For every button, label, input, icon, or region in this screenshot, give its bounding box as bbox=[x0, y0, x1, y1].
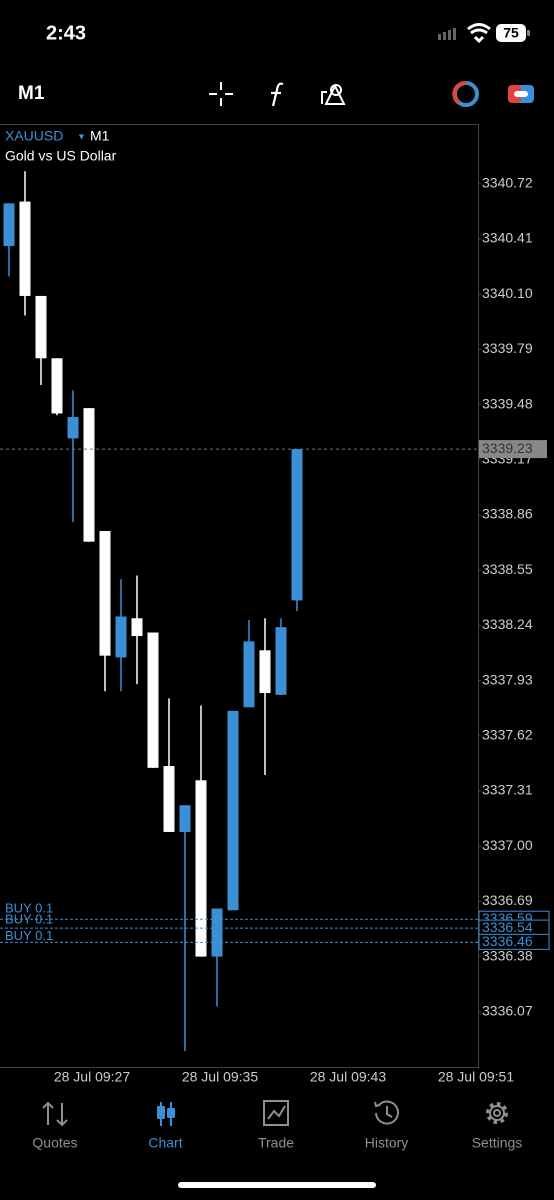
candle-body bbox=[243, 641, 255, 708]
crosshair-button[interactable] bbox=[209, 82, 233, 106]
tab[interactable]: Chart bbox=[148, 1102, 183, 1151]
candle-body bbox=[35, 295, 47, 359]
bid-label: 3339.23 bbox=[482, 440, 533, 456]
tab-icon bbox=[263, 1100, 289, 1126]
tab-icon bbox=[486, 1102, 508, 1124]
status-time: 2:43 bbox=[46, 22, 86, 44]
chart-frame bbox=[0, 124, 479, 1068]
y-tick-label: 3337.62 bbox=[482, 726, 533, 742]
tab[interactable]: History bbox=[365, 1100, 409, 1151]
tab-label: Quotes bbox=[32, 1135, 77, 1151]
y-tick-label: 3339.79 bbox=[482, 340, 533, 356]
order-price: 3336.54 bbox=[482, 919, 533, 935]
order-label: BUY 0.1 bbox=[5, 912, 53, 927]
trade-panel-button[interactable] bbox=[452, 81, 479, 107]
tab-label: Settings bbox=[472, 1135, 523, 1151]
candle-body bbox=[227, 710, 239, 911]
candle-body bbox=[3, 203, 15, 247]
tab-icon bbox=[493, 1109, 501, 1117]
y-tick-label: 3336.07 bbox=[482, 1003, 533, 1019]
tab-icon bbox=[374, 1100, 399, 1125]
y-tick-label: 3340.10 bbox=[482, 285, 533, 301]
candle-body bbox=[211, 908, 223, 957]
candle-body bbox=[83, 408, 95, 542]
candle-body bbox=[179, 805, 191, 832]
tab-bar: Quotes Chart Trade History Settings bbox=[32, 1100, 523, 1151]
bid-label-box bbox=[479, 440, 547, 459]
candle-body bbox=[67, 417, 79, 439]
tab[interactable]: Settings bbox=[472, 1102, 523, 1151]
one-click-button[interactable] bbox=[508, 85, 534, 103]
tab-label: History bbox=[365, 1135, 409, 1151]
candle-body bbox=[275, 627, 287, 695]
tab-icon bbox=[167, 1108, 175, 1118]
home-indicator bbox=[178, 1182, 376, 1188]
x-tick-label: 28 Jul 09:35 bbox=[182, 1069, 258, 1085]
y-tick-label: 3338.55 bbox=[482, 561, 533, 577]
order-price-box bbox=[478, 933, 550, 950]
tab-icon bbox=[42, 1101, 68, 1127]
y-tick-label: 3337.00 bbox=[482, 837, 533, 853]
objects-button[interactable] bbox=[321, 83, 346, 105]
x-tick-label: 28 Jul 09:43 bbox=[310, 1069, 386, 1085]
x-tick-label: 28 Jul 09:51 bbox=[438, 1069, 514, 1085]
y-tick-label: 3337.31 bbox=[482, 782, 533, 798]
candle-body bbox=[131, 618, 143, 637]
order-price: 3336.46 bbox=[482, 933, 533, 949]
y-tick-label: 3339.48 bbox=[482, 395, 533, 411]
y-tick-label: 3340.41 bbox=[482, 230, 533, 246]
candle-body bbox=[291, 449, 303, 601]
tab-label: Trade bbox=[258, 1135, 294, 1151]
symbol-dropdown[interactable]: ▼ bbox=[77, 131, 86, 141]
tab-icon bbox=[489, 1105, 505, 1121]
timeframe-button[interactable]: M1 bbox=[18, 83, 45, 104]
symbol-description: Gold vs US Dollar bbox=[5, 148, 117, 164]
candle-body bbox=[99, 531, 111, 656]
battery-tip bbox=[527, 30, 530, 36]
battery-level: 75 bbox=[503, 25, 519, 41]
y-tick-label: 3336.69 bbox=[482, 892, 533, 908]
indicators-button[interactable] bbox=[271, 82, 284, 107]
candle-body bbox=[51, 358, 63, 414]
battery-icon bbox=[496, 24, 526, 42]
y-tick-label: 3336.38 bbox=[482, 947, 533, 963]
tab-icon bbox=[157, 1106, 165, 1119]
x-tick-label: 28 Jul 09:27 bbox=[54, 1069, 130, 1085]
y-tick-label: 3338.24 bbox=[482, 616, 533, 632]
tab[interactable]: Quotes bbox=[32, 1101, 78, 1151]
tab-label: Chart bbox=[148, 1135, 182, 1151]
candle-body bbox=[163, 766, 175, 832]
candle-body bbox=[147, 632, 159, 768]
candle-body bbox=[195, 780, 207, 957]
wifi-icon bbox=[467, 23, 491, 44]
chart-timeframe: M1 bbox=[90, 128, 110, 144]
candle-body bbox=[259, 650, 271, 694]
y-tick-label: 3338.86 bbox=[482, 506, 533, 522]
symbol[interactable]: XAUUSD bbox=[5, 128, 63, 144]
y-tick-label: 3340.72 bbox=[482, 174, 533, 190]
chart: 3340.72 3340.41 3340.10 3339.79 3339.48 3339.… bbox=[0, 171, 550, 1085]
candle-body bbox=[19, 201, 31, 296]
order-label: BUY 0.1 bbox=[5, 901, 53, 916]
order-label: BUY 0.1 bbox=[5, 928, 53, 943]
tab[interactable]: Trade bbox=[258, 1100, 294, 1151]
candle-body bbox=[115, 616, 127, 658]
y-tick-label: 3337.93 bbox=[482, 671, 533, 687]
signal-icon bbox=[438, 28, 456, 40]
